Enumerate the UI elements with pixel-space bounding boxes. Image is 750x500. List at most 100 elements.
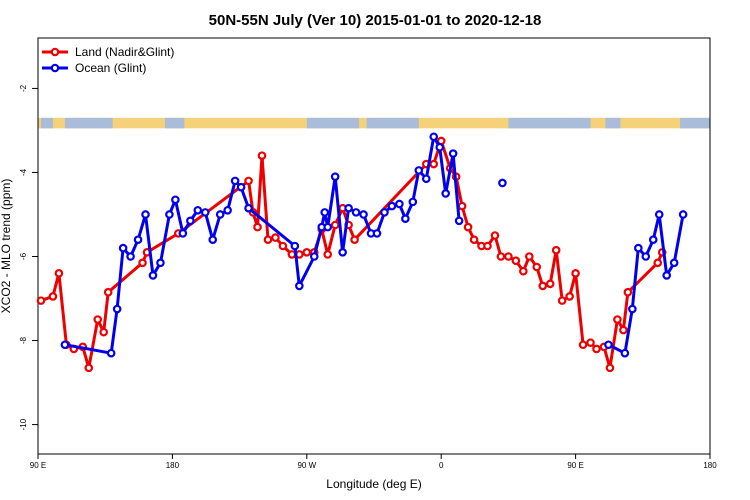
data-point xyxy=(106,348,116,358)
data-point xyxy=(454,216,464,226)
data-point xyxy=(511,256,521,266)
data-point xyxy=(605,363,615,373)
data-point xyxy=(380,208,389,217)
data-point xyxy=(330,220,340,230)
data-point xyxy=(678,210,688,219)
data-point xyxy=(93,315,103,324)
data-point xyxy=(429,159,439,169)
data-point xyxy=(278,241,288,251)
y-axis-label: XCO2 - MLO trend (ppm) xyxy=(0,179,13,314)
data-point xyxy=(490,231,500,240)
data-point xyxy=(414,166,424,175)
data-point xyxy=(592,344,601,354)
data-point xyxy=(138,258,147,268)
data-point xyxy=(215,210,225,219)
data-point xyxy=(165,210,174,219)
data-point xyxy=(623,287,633,297)
data-point xyxy=(99,327,109,337)
data-point xyxy=(133,235,143,244)
data-point xyxy=(448,149,458,158)
legend-marker xyxy=(50,47,60,57)
y-tick-label: -2 xyxy=(19,84,28,92)
ocean-segment xyxy=(40,117,53,129)
data-point xyxy=(257,151,267,160)
data-point xyxy=(469,235,479,244)
data-point xyxy=(54,269,64,278)
data-point xyxy=(551,245,561,255)
series-1 xyxy=(60,132,464,358)
data-point xyxy=(112,304,122,314)
x-axis-ticks: 90 E 180 90 W 0 90 E 180 xyxy=(30,454,717,470)
ocean-segment xyxy=(64,117,113,129)
ocean-segment xyxy=(680,117,710,129)
data-point xyxy=(244,203,253,213)
y-tick-label: -4 xyxy=(19,168,28,176)
plot-frame xyxy=(37,37,711,455)
data-point xyxy=(118,243,128,253)
data-point xyxy=(253,222,262,232)
data-point xyxy=(290,241,300,251)
data-point xyxy=(84,363,94,373)
data-point xyxy=(48,292,58,301)
series-line xyxy=(607,213,685,355)
data-point xyxy=(662,271,671,280)
data-point xyxy=(457,201,467,211)
series-3 xyxy=(604,210,688,358)
legend-label: Land (Nadir&Glint) xyxy=(75,45,174,59)
x-tick-label: 90 E xyxy=(567,461,583,470)
data-point xyxy=(387,201,397,211)
data-point xyxy=(171,195,180,205)
x-tick-label: 90 E xyxy=(30,461,46,470)
series-layer xyxy=(36,132,688,373)
data-point xyxy=(654,210,664,219)
data-point xyxy=(223,205,232,215)
data-point xyxy=(236,182,246,192)
data-point xyxy=(244,176,253,186)
data-point xyxy=(435,142,445,152)
data-point xyxy=(323,222,333,232)
data-point xyxy=(193,205,203,215)
data-point xyxy=(323,250,333,259)
data-point xyxy=(565,292,574,301)
data-point xyxy=(186,216,195,226)
data-point xyxy=(401,214,410,223)
legend-label: Ocean (Glint) xyxy=(75,61,146,75)
data-point xyxy=(263,235,273,244)
data-point xyxy=(653,258,663,268)
ocean-segment xyxy=(306,117,360,129)
data-point xyxy=(532,262,542,272)
x-tick-label: 180 xyxy=(166,461,180,470)
data-point xyxy=(372,229,382,238)
data-point xyxy=(578,340,588,350)
series-line xyxy=(64,135,461,355)
y-tick-label: -6 xyxy=(19,252,28,260)
data-point xyxy=(395,199,404,209)
x-tick-label: 90 W xyxy=(297,461,316,470)
data-point xyxy=(669,258,679,268)
data-point xyxy=(60,340,70,350)
data-point xyxy=(36,296,46,305)
data-point xyxy=(148,271,158,280)
data-point xyxy=(320,208,330,217)
legend-marker xyxy=(50,63,60,73)
y-axis-ticks: -10 -8 -6 -4 -2 xyxy=(19,84,38,430)
data-point xyxy=(619,325,628,335)
data-point xyxy=(586,338,595,347)
data-point xyxy=(496,252,506,261)
data-point xyxy=(344,203,353,213)
ocean-segment xyxy=(605,117,621,129)
data-point xyxy=(525,252,534,261)
land-ocean-band xyxy=(38,117,710,129)
y-tick-label: -8 xyxy=(19,336,28,344)
data-point xyxy=(604,340,613,350)
data-point xyxy=(613,315,622,324)
x-tick-label: 0 xyxy=(439,461,444,470)
data-point xyxy=(441,189,450,198)
data-point xyxy=(126,252,135,261)
data-point xyxy=(628,304,637,314)
data-point xyxy=(156,258,165,268)
data-point xyxy=(330,172,340,181)
data-point xyxy=(538,281,548,291)
data-point xyxy=(498,178,507,188)
